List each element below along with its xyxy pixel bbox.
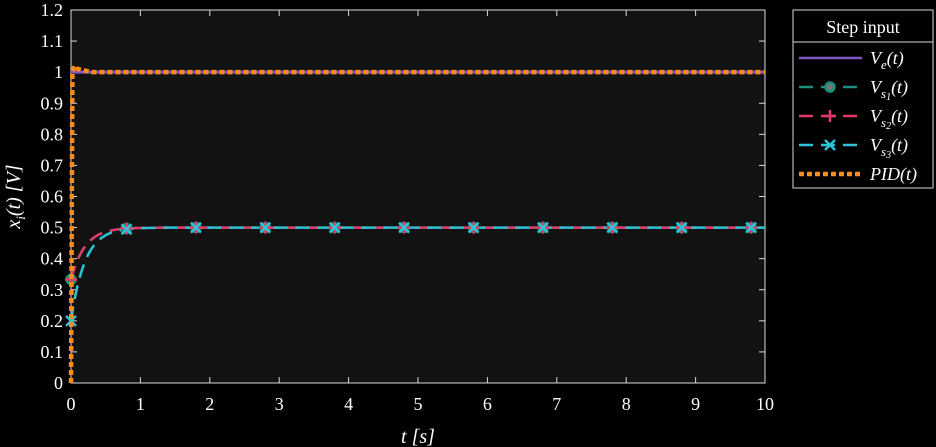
series-vs3-marker (65, 314, 77, 327)
legend-entry-label: Vs1(t) (870, 77, 908, 103)
series-vs3-marker (398, 221, 411, 234)
y-tick-label: 1 (54, 62, 63, 82)
y-tick-label: 0.5 (41, 218, 64, 238)
y-tick-label: 0.2 (41, 311, 64, 331)
series-vs3-marker (328, 221, 341, 234)
y-axis-label: xi(t) [V] (3, 164, 28, 229)
legend: Step input Ve(t) Vs1(t) Vs2(t) Vs3(t) PID(t) (792, 9, 934, 189)
x-tick-label: 3 (275, 394, 284, 414)
y-tick-label: 0.3 (41, 280, 64, 300)
y-tick-label: 0.4 (41, 249, 64, 269)
series-vs3-marker (120, 223, 133, 236)
x-tick-label: 10 (756, 394, 774, 414)
series-vs3-marker (675, 221, 688, 234)
x-tick-label: 5 (414, 394, 423, 414)
y-tick-label: 0.9 (41, 93, 64, 113)
y-tick-label: 1.2 (41, 0, 64, 20)
y-tick-label: 0.8 (41, 124, 64, 144)
x-tick-label: 7 (552, 394, 561, 414)
series-vs3-marker (259, 221, 272, 234)
legend-swatch-marker (824, 110, 836, 122)
series-vs3-marker (745, 221, 758, 234)
x-tick-label: 2 (205, 394, 214, 414)
x-axis: 0 1 2 3 4 5 6 7 8 9 10 (67, 10, 774, 414)
series-pid-line (68, 61, 765, 384)
legend-swatch-marker (824, 139, 836, 151)
x-tick-label: 4 (344, 394, 353, 414)
y-axis: 0 0.1 0.2 0.3 0.4 0.5 0.6 0.7 0.8 0.9 1 1.1 1.2 (41, 0, 765, 393)
legend-entry-label: Vs3(t) (870, 135, 908, 161)
x-axis-label: t [s] (401, 426, 435, 447)
y-tick-label: 1.1 (41, 31, 64, 51)
x-tick-label: 0 (67, 394, 76, 414)
series-vs3-marker (537, 221, 549, 234)
y-tick-label: 0.1 (41, 342, 64, 362)
legend-swatch-marker (824, 81, 836, 93)
legend-entry-label: Vs2(t) (870, 106, 908, 132)
plot-area (70, 9, 766, 384)
series-layer (65, 61, 765, 384)
series-vs3-marker (190, 221, 202, 234)
y-tick-label: 0 (54, 373, 63, 393)
x-tick-label: 1 (136, 394, 145, 414)
legend-entry-label: PID(t) (869, 164, 917, 185)
y-tick-label: 0.7 (41, 155, 64, 175)
legend-title: Step input (826, 17, 900, 37)
series-vs3-marker (467, 221, 480, 234)
x-tick-label: 8 (622, 394, 631, 414)
x-tick-label: 9 (691, 394, 700, 414)
legend-box (792, 9, 934, 189)
x-tick-label: 6 (483, 394, 492, 414)
series-vs3-line (69, 226, 765, 322)
y-tick-label: 0.6 (41, 187, 64, 207)
legend-entry-label: Ve(t) (870, 48, 904, 72)
series-vs3-marker (606, 221, 619, 234)
